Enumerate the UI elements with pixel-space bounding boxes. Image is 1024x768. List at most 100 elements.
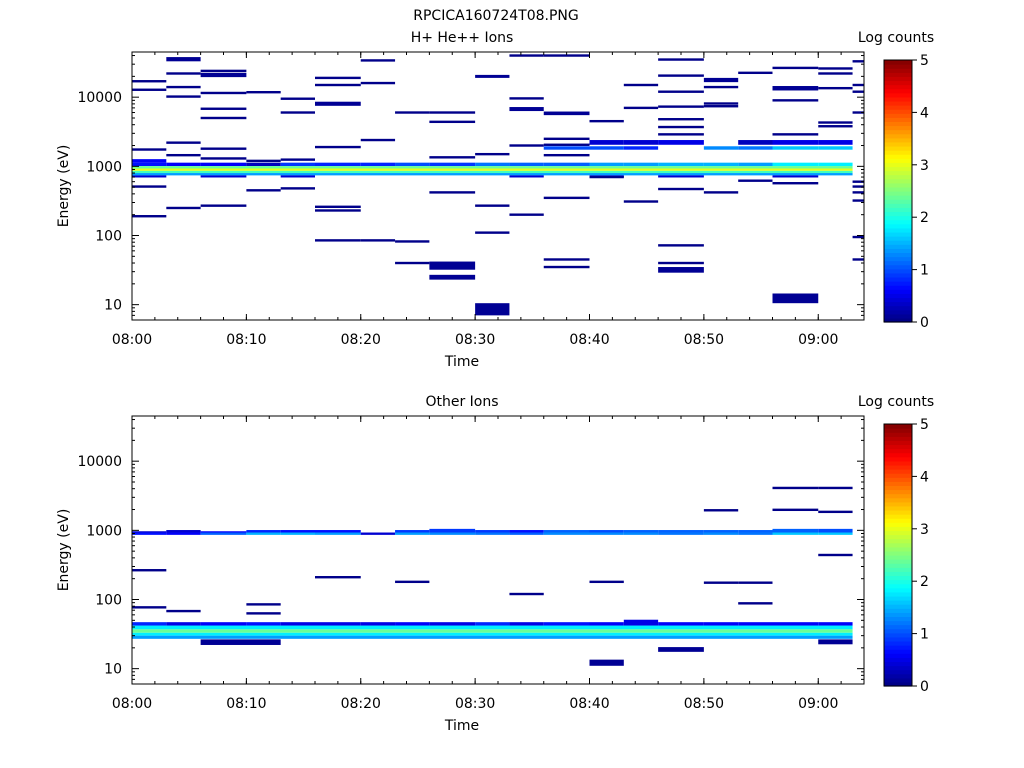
heatmap-cell [200, 639, 281, 645]
colorbar-segment [884, 272, 912, 278]
heatmap-line [703, 105, 739, 108]
heatmap-line [818, 486, 853, 490]
colorbar-segment [884, 505, 912, 511]
heatmap-cell [738, 146, 773, 150]
colorbar-segment [884, 150, 912, 155]
colorbar-segment [884, 509, 912, 515]
heatmap-line [772, 66, 819, 70]
heatmap-line [509, 213, 544, 216]
heatmap-cell [818, 162, 853, 167]
heatmap-line [543, 153, 590, 157]
heatmap-cell [315, 532, 361, 535]
colorbar-segment [884, 452, 912, 458]
colorbar-tick-label: 4 [920, 105, 929, 121]
colorbar-segment [884, 109, 912, 114]
heatmap-line [315, 76, 361, 80]
heatmap-line [818, 553, 853, 557]
colorbar-segment [884, 195, 912, 200]
heatmap-line [509, 592, 544, 596]
colorbar-segment [884, 669, 912, 675]
x-tick-label: 08:40 [569, 696, 609, 712]
colorbar-segment [884, 571, 912, 577]
heatmap-cell [246, 162, 281, 167]
heatmap-line [509, 54, 544, 57]
heatmap-line [852, 235, 864, 239]
heatmap-cell [429, 528, 476, 533]
heatmap-line [132, 88, 167, 91]
heatmap-line [772, 99, 819, 102]
colorbar-segment [884, 485, 912, 491]
colorbar-segment [884, 236, 912, 241]
heatmap-cell [132, 622, 167, 626]
colorbar-segment [884, 444, 912, 450]
colorbar-segment [884, 215, 912, 221]
heatmap-line [658, 261, 704, 265]
colorbar-segment [884, 550, 912, 556]
heatmap-line [738, 602, 773, 605]
heatmap-cell [315, 530, 361, 533]
heatmap-line [852, 83, 864, 87]
heatmap-line [280, 111, 315, 114]
heatmap-cell [280, 175, 315, 178]
colorbar-segment [884, 133, 912, 139]
heatmap-cell [658, 267, 704, 273]
y-tick-label: 100 [95, 228, 122, 244]
heatmap-line [658, 118, 704, 121]
colorbar-segment [884, 113, 912, 118]
heatmap-line [200, 147, 247, 150]
heatmap-line [509, 144, 544, 147]
heatmap-line [589, 119, 624, 123]
colorbar-segment [884, 591, 912, 597]
heatmap-cell [200, 622, 247, 626]
colorbar-segment [884, 612, 912, 618]
heatmap-cell [429, 532, 476, 535]
colorbar-segment [884, 178, 912, 184]
colorbar-segment [884, 481, 912, 487]
y-tick-label: 10000 [77, 90, 122, 106]
colorbar-segment [884, 211, 912, 217]
heatmap-cell [200, 531, 247, 533]
colorbar-segment [884, 129, 912, 135]
heatmap-line [166, 206, 201, 210]
heatmap-cell [360, 162, 396, 167]
heatmap-line [589, 175, 624, 179]
y-tick-label: 1000 [86, 159, 122, 175]
colorbar-segment [884, 428, 912, 433]
colorbar-segment [884, 448, 912, 454]
y-tick-label: 10 [104, 298, 122, 314]
colorbar-segment [884, 125, 912, 131]
x-axis-label: Time [444, 718, 479, 734]
colorbar-segment [884, 105, 912, 110]
heatmap-line [429, 156, 476, 159]
colorbar-segment [884, 207, 912, 213]
heatmap-line [852, 180, 864, 183]
heatmap-line [166, 85, 201, 89]
heatmap-cell [772, 86, 819, 91]
colorbar-segment [884, 158, 912, 163]
colorbar: 0 1 2 3 4 5 Log counts [858, 30, 934, 331]
x-axis-label: Time [444, 354, 479, 370]
panel-h-he-ions: 08:00 08:10 08:20 08:30 08:40 08:50 09:0010100… [56, 30, 934, 370]
x-tick-label: 08:10 [226, 332, 266, 348]
heatmap-cell [315, 162, 361, 167]
heatmap-line [315, 576, 361, 579]
x-tick-label: 09:00 [798, 696, 838, 712]
heatmap-line [132, 148, 167, 151]
heatmap-cell [509, 622, 544, 626]
heatmap-line [623, 200, 659, 203]
heatmap-cell [589, 162, 624, 167]
colorbar-segment [884, 80, 912, 86]
colorbar-segment [884, 117, 912, 123]
heatmap-cell [772, 140, 819, 145]
heatmap-line [543, 137, 590, 141]
heatmap-line [246, 603, 281, 606]
heatmap-line [246, 612, 281, 615]
heatmap-line [852, 191, 864, 194]
colorbar-segment [884, 432, 912, 437]
heatmap-line [658, 90, 704, 93]
colorbar-segment [884, 600, 912, 605]
heatmap-line [543, 265, 590, 269]
colorbar-segment [884, 145, 912, 151]
colorbar-tick-label: 2 [920, 210, 929, 226]
colorbar-segment [884, 624, 912, 630]
